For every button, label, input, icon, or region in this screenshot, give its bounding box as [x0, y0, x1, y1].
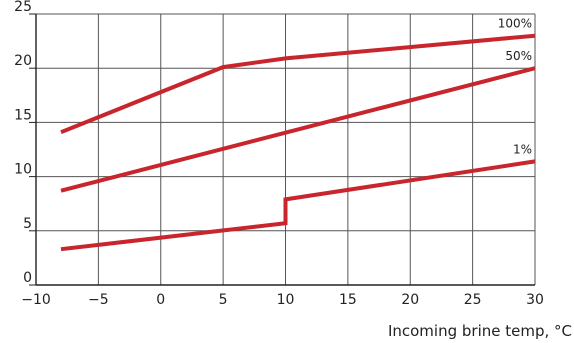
- tick-labels: −10 −5 0 5 10 15 20 25 30 0 5 10 15 20 25: [14, 0, 544, 308]
- x-tick-label: 0: [156, 292, 165, 308]
- y-tick-label: 15: [14, 107, 32, 123]
- y-tick-label: 5: [23, 216, 32, 232]
- series-label-0: 100%: [498, 17, 532, 31]
- series-line-2: [60, 159, 536, 252]
- y-tick-label: 0: [23, 270, 32, 286]
- y-tick-label: 25: [14, 0, 32, 15]
- series-line-0: [60, 33, 536, 135]
- y-tick-label: 10: [14, 162, 32, 178]
- axes: [29, 13, 535, 286]
- x-tick-label: −5: [88, 292, 109, 308]
- series-labels: 100% 50% 1%: [498, 17, 532, 157]
- series-line-1: [60, 66, 536, 193]
- x-tick-label: 25: [464, 292, 482, 308]
- x-axis-title: Incoming brine temp, °C: [388, 322, 572, 340]
- series-label-1: 50%: [505, 49, 532, 63]
- x-tick-label: 30: [526, 292, 544, 308]
- y-tick-label: 20: [14, 53, 32, 69]
- x-tick-label: 5: [219, 292, 228, 308]
- series-layer: [60, 33, 536, 252]
- x-tick-label: −10: [21, 292, 51, 308]
- x-tick-label: 20: [401, 292, 419, 308]
- series-label-2: 1%: [513, 142, 532, 156]
- x-tick-label: 10: [277, 292, 295, 308]
- x-tick-label: 15: [339, 292, 357, 308]
